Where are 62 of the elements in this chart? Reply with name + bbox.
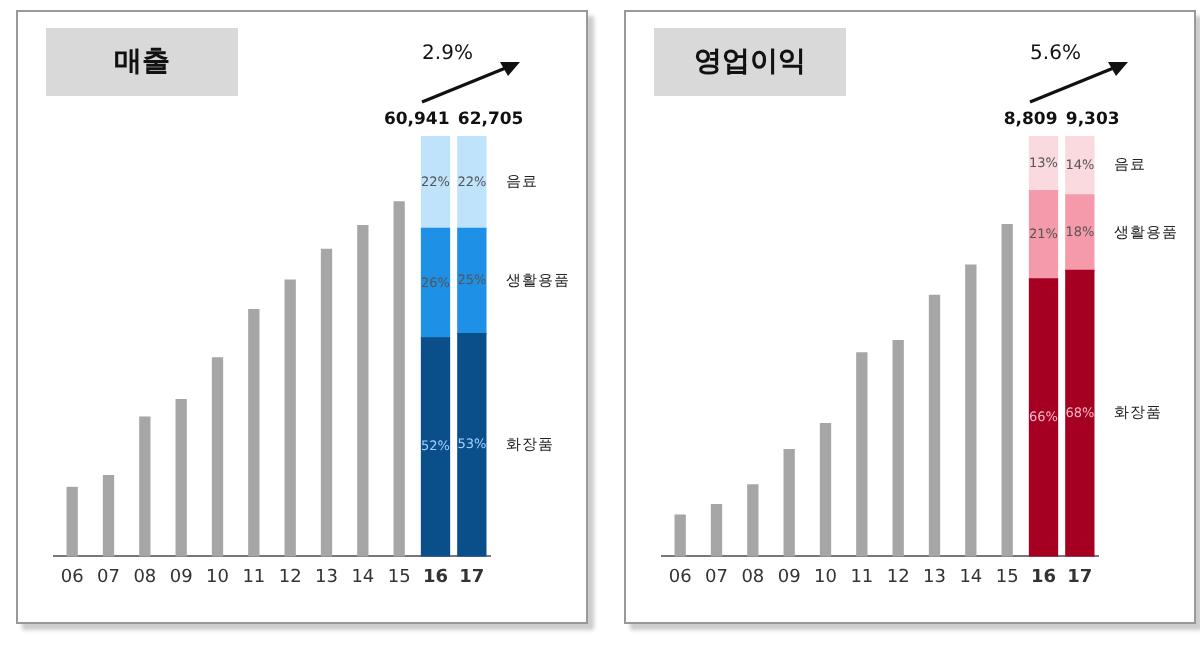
x-tick-label: 11	[850, 567, 874, 588]
x-tick-label: 15	[995, 567, 1019, 588]
bar	[1001, 224, 1013, 557]
bar	[710, 504, 723, 557]
bar	[892, 340, 904, 557]
bar	[211, 357, 224, 557]
text: 2.9%	[422, 43, 473, 66]
bar	[248, 308, 260, 557]
annotation: 8,809	[1003, 110, 1058, 131]
bar	[66, 486, 78, 557]
x-tick-label: 07	[97, 567, 120, 588]
bar	[1028, 189, 1059, 280]
x-tick-label: 06	[668, 567, 693, 588]
bar	[856, 352, 868, 557]
x-tick-label: 07	[705, 567, 728, 588]
bar	[102, 475, 115, 557]
x-tick-label: 14	[959, 567, 983, 588]
x-tick-label: 06	[60, 567, 85, 588]
bar	[420, 337, 451, 557]
bar	[420, 136, 451, 230]
bar	[928, 294, 941, 557]
x-tick-label: 10	[814, 567, 838, 588]
chart-title: 영업이익	[654, 28, 846, 96]
x-tick-label: 08	[741, 567, 765, 588]
bar	[457, 136, 487, 230]
annotation: 62,705	[457, 110, 524, 131]
bar	[357, 224, 369, 557]
x-tick-label: 13	[315, 567, 338, 588]
x-tick-label: 11	[242, 567, 266, 588]
bar	[747, 484, 759, 557]
x-tick-label: 15	[387, 567, 411, 588]
x-tick-label: 09	[777, 567, 802, 588]
x-tick-label: 10	[206, 567, 230, 588]
bar	[175, 398, 187, 557]
bar	[393, 201, 405, 557]
bar	[457, 332, 487, 557]
bar	[783, 448, 795, 557]
x-tick-label: 14	[351, 567, 375, 588]
chart-title: 매출	[46, 28, 238, 96]
bar	[139, 416, 151, 557]
text: 5.6%	[1030, 43, 1081, 66]
annotation: 9,303	[1065, 110, 1120, 131]
bar	[420, 227, 451, 339]
bar	[284, 279, 296, 557]
bar	[1065, 194, 1095, 272]
x-tick-label: 09	[169, 567, 194, 588]
x-tick-label: 12	[886, 567, 910, 588]
x-tick-label: 13	[923, 567, 946, 588]
x-tick-label: 16	[1030, 567, 1057, 588]
bar	[457, 227, 487, 335]
bar	[965, 264, 977, 557]
x-tick-label: 17	[1067, 567, 1093, 588]
x-tick-label: 17	[459, 567, 485, 588]
bar	[674, 514, 686, 557]
bar	[320, 248, 333, 557]
x-tick-label: 08	[133, 567, 157, 588]
x-tick-label: 16	[422, 567, 449, 588]
bar	[1028, 278, 1059, 557]
x-tick-label: 12	[278, 567, 302, 588]
annotation: 60,941	[383, 110, 450, 131]
bar	[1065, 269, 1095, 557]
bar	[819, 422, 832, 557]
